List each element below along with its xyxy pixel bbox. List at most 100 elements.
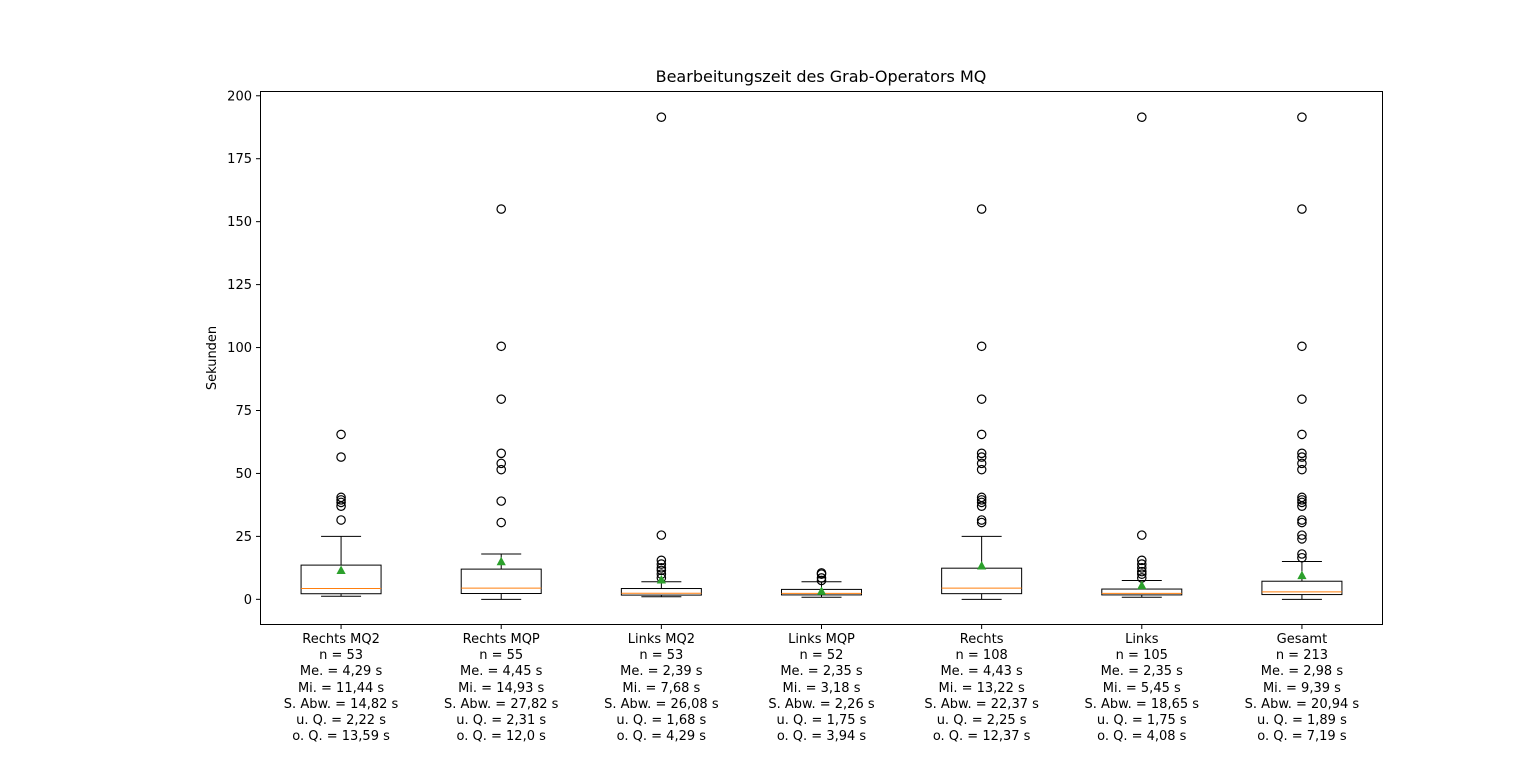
box-group — [781, 568, 862, 629]
outlier-point — [336, 497, 346, 508]
outlier-point — [976, 394, 987, 404]
outlier-point — [816, 568, 827, 578]
y-tick-label: 25 — [235, 530, 252, 545]
box-iqr — [1101, 588, 1183, 596]
mean-marker — [816, 586, 827, 595]
box-iqr — [460, 568, 542, 595]
outlier-point — [1297, 464, 1307, 475]
outlier-point — [976, 429, 987, 440]
outlier-point — [976, 515, 987, 525]
y-tick-label: 50 — [235, 467, 252, 482]
chart-title: Bearbeitungszeit des Grab-Operators MQ — [656, 67, 987, 86]
outlier-point — [1136, 112, 1147, 122]
outlier-point — [1297, 552, 1307, 563]
outlier-point — [656, 555, 667, 566]
y-tick-label: 100 — [227, 341, 252, 356]
outlier-point — [976, 464, 987, 475]
x-tick-label: Rechts MQP n = 55 Me. = 4,45 s Mi. = 14,… — [443, 632, 559, 745]
box-group — [300, 429, 382, 629]
outlier-point — [656, 559, 667, 569]
outlier-point — [1297, 341, 1307, 352]
outlier-point — [1297, 458, 1307, 469]
outlier-point — [496, 394, 507, 404]
outlier-point — [1297, 452, 1307, 462]
x-tick-label: Links n = 105 Me. = 2,35 s Mi. = 5,45 s … — [1084, 632, 1200, 745]
outlier-point — [656, 530, 667, 540]
box-group — [460, 204, 542, 629]
y-tick-label: 75 — [235, 404, 252, 419]
mean-marker — [336, 565, 346, 575]
y-tick-label: 125 — [227, 278, 252, 293]
outlier-point — [1297, 112, 1307, 122]
outlier-point — [1297, 497, 1307, 508]
outlier-point — [496, 448, 507, 459]
box-iqr — [300, 564, 382, 595]
outlier-point — [1297, 448, 1307, 459]
mean-marker — [1297, 570, 1307, 580]
outlier-point — [1297, 549, 1307, 559]
outlier-point — [816, 575, 827, 586]
outlier-point — [976, 492, 987, 503]
outlier-point — [976, 341, 987, 352]
box-group — [1101, 112, 1183, 629]
box-group — [1261, 112, 1343, 629]
outlier-point — [976, 452, 987, 462]
outlier-point — [336, 429, 346, 440]
y-axis-ticks: 0 25 50 75 100 125 150 175 200 — [227, 89, 261, 608]
outlier-point — [496, 517, 507, 528]
outlier-point — [656, 565, 667, 576]
outlier-point — [496, 204, 507, 214]
plot-area-frame — [260, 91, 1383, 625]
box-group — [620, 112, 702, 629]
outlier-point — [496, 341, 507, 352]
x-tick-label: Links MQP n = 52 Me. = 2,35 s Mi. = 3,18… — [768, 632, 875, 745]
outlier-point — [496, 464, 507, 475]
outlier-point — [976, 497, 987, 508]
box-iqr — [941, 567, 1023, 595]
mean-marker — [1137, 580, 1147, 590]
x-tick-label: Rechts MQ2 n = 53 Me. = 4,29 s Mi. = 11,… — [283, 632, 399, 745]
x-tick-label: Gesamt n = 213 Me. = 2,98 s Mi. = 9,39 s… — [1244, 632, 1360, 745]
outlier-point — [976, 458, 987, 469]
outlier-point — [336, 492, 346, 503]
x-tick-label: Links MQ2 n = 53 Me. = 2,39 s Mi. = 7,68… — [604, 632, 719, 745]
y-tick-label: 150 — [227, 215, 252, 230]
outlier-point — [976, 204, 987, 214]
outlier-point — [1297, 515, 1307, 525]
outlier-point — [1297, 492, 1307, 503]
outlier-point — [1297, 394, 1307, 404]
outlier-point — [496, 496, 507, 506]
outlier-point — [336, 452, 346, 462]
outlier-point — [1297, 517, 1307, 528]
x-tick-label: Rechts n = 108 Me. = 4,43 s Mi. = 13,22 … — [924, 632, 1039, 745]
box-iqr — [1261, 580, 1343, 596]
y-tick-label: 200 — [227, 89, 252, 104]
outlier-point — [336, 515, 346, 525]
mean-marker — [496, 556, 506, 566]
y-tick-label: 175 — [227, 152, 252, 167]
outlier-point — [976, 517, 987, 528]
outlier-point — [1136, 530, 1147, 540]
box-group — [941, 204, 1023, 629]
outlier-point — [656, 563, 667, 573]
outlier-point — [1136, 559, 1147, 569]
outlier-point — [1297, 495, 1307, 505]
outlier-point — [1136, 563, 1147, 573]
outlier-point — [1136, 566, 1147, 577]
outlier-point — [1297, 530, 1307, 540]
box-plot-series — [300, 112, 1343, 629]
outlier-point — [1297, 429, 1307, 440]
outlier-point — [976, 495, 987, 505]
box-iqr — [620, 588, 702, 596]
outlier-point — [816, 573, 827, 583]
y-axis-label: Sekunden — [205, 326, 220, 390]
outlier-point — [1297, 204, 1307, 214]
outlier-point — [1297, 534, 1307, 544]
mean-marker — [977, 561, 987, 570]
outlier-point — [976, 448, 987, 459]
outlier-point — [656, 112, 667, 122]
y-tick-label: 0 — [244, 593, 252, 608]
outlier-point — [1136, 569, 1147, 579]
outlier-point — [496, 458, 507, 469]
